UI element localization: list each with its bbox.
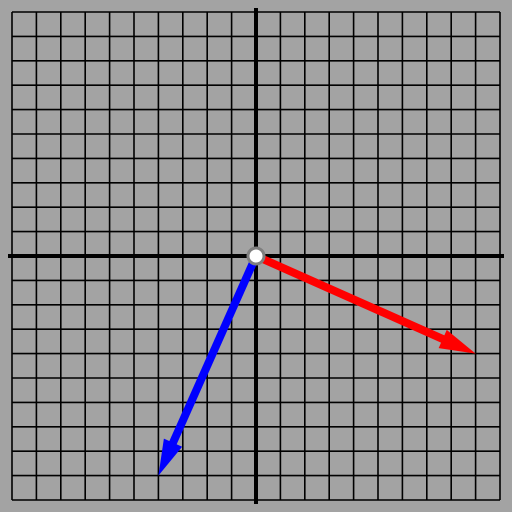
handles[interactable]: [248, 248, 264, 264]
origin-drag-handle[interactable]: [248, 248, 264, 264]
